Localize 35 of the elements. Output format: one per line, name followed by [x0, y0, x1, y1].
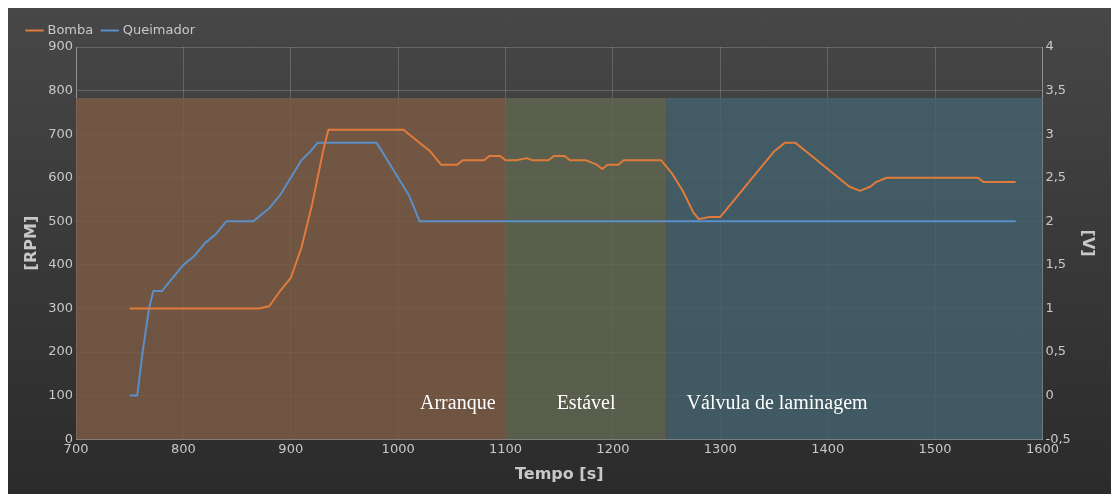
- x-tick-label: 700: [63, 441, 89, 457]
- legend-label: Bomba: [47, 21, 94, 37]
- y2-tick-label: 1,5: [1045, 256, 1067, 272]
- y-tick-label: 700: [48, 125, 74, 141]
- x-tick-label: 1300: [703, 441, 737, 457]
- y-axis-title: [RPM]: [20, 215, 40, 271]
- x-tick-label: 1500: [918, 441, 952, 457]
- band-label: Válvula de laminagem: [686, 391, 869, 415]
- y-tick-label: 800: [48, 81, 74, 97]
- band-label: Estável: [556, 391, 616, 414]
- y-tick-label: 600: [48, 169, 74, 185]
- y2-axis-title: [V]: [1079, 229, 1099, 257]
- x-axis-title: Tempo [s]: [514, 463, 604, 483]
- x-tick-label: 1200: [596, 441, 630, 457]
- x-tick-label: 1000: [381, 441, 415, 457]
- y2-tick-label: 3,5: [1045, 81, 1067, 97]
- y-tick-label: 100: [48, 387, 74, 402]
- legend-label: Queimador: [122, 21, 196, 37]
- x-tick-label: 1100: [488, 441, 523, 457]
- y2-tick-label: 3: [1045, 125, 1054, 141]
- y2-tick-label: 0,5: [1045, 343, 1067, 359]
- y2-tick-label: 0: [1045, 387, 1054, 402]
- y2-tick-label: 1: [1045, 299, 1054, 315]
- y2-tick-label: 2,5: [1045, 169, 1067, 185]
- y2-tick-label: 2: [1045, 212, 1054, 228]
- x-tick-label: 900: [278, 441, 304, 457]
- y-tick-label: 900: [48, 38, 74, 54]
- y-tick-label: 300: [48, 299, 74, 315]
- x-tick-label: 800: [170, 441, 196, 457]
- y-tick-label: 200: [48, 343, 74, 359]
- x-tick-label: 1400: [811, 441, 845, 457]
- y-tick-label: 400: [48, 256, 74, 272]
- y2-tick-label: 4: [1045, 38, 1054, 54]
- band-label: Arranque: [420, 391, 496, 415]
- y-tick-label: 500: [48, 212, 74, 228]
